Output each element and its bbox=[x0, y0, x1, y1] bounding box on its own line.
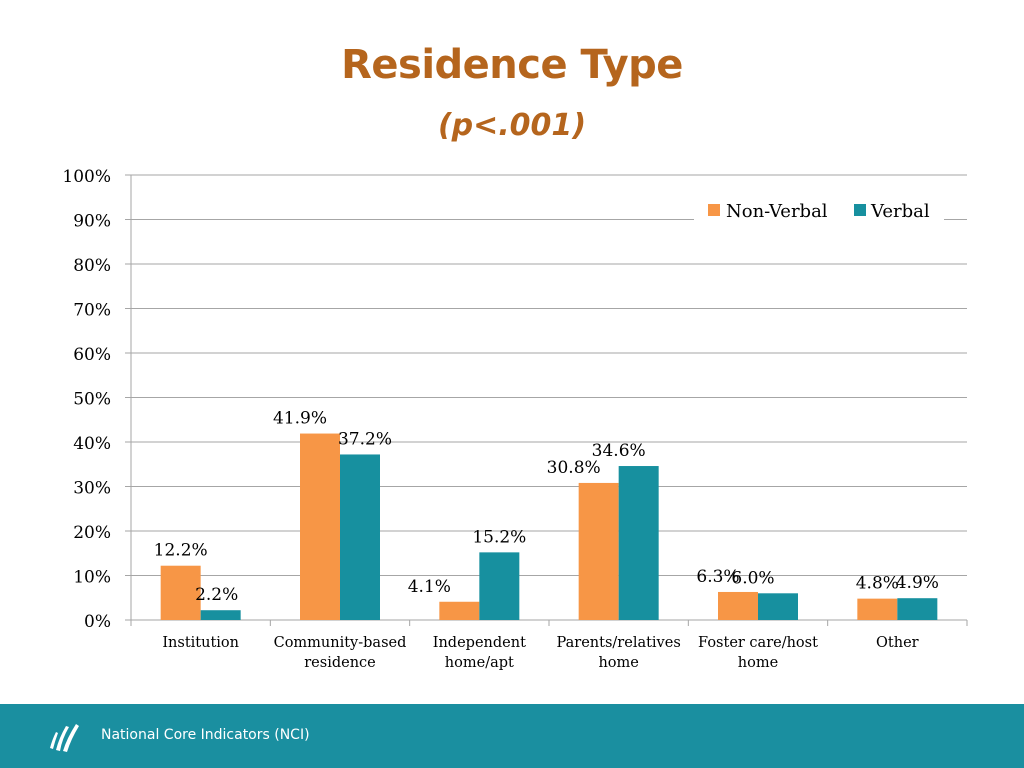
y-tick-label: 0% bbox=[84, 612, 111, 632]
legend-box bbox=[694, 196, 944, 226]
bar-verbal bbox=[618, 466, 659, 620]
x-category-label: home/apt bbox=[445, 655, 514, 671]
nci-logo-icon bbox=[50, 724, 79, 752]
bar-chart: 0% 10% 20% 30% 40% 50% 60% 70% 80% 90% 100% 12.2% 41… bbox=[62, 167, 968, 671]
bar-verbal bbox=[340, 454, 380, 620]
data-label: 15.2% bbox=[472, 527, 526, 547]
data-label: 30.8% bbox=[547, 458, 601, 478]
y-tick-label: 90% bbox=[73, 212, 111, 232]
bar-verbal bbox=[479, 552, 520, 620]
y-tick-label: 100% bbox=[62, 167, 111, 187]
legend-label: Non-Verbal bbox=[726, 201, 828, 222]
y-tick-label: 80% bbox=[73, 256, 111, 276]
y-tick-label: 50% bbox=[73, 390, 111, 410]
footer-bar: National Core Indicators (NCI) bbox=[0, 704, 1024, 768]
legend-swatch bbox=[708, 204, 720, 216]
bar-non-verbal bbox=[718, 591, 758, 620]
data-label: 12.2% bbox=[154, 541, 208, 561]
data-label: 4.9% bbox=[896, 573, 939, 593]
y-tick-label: 30% bbox=[73, 479, 111, 499]
x-category-label: home bbox=[738, 655, 778, 671]
y-tick-label: 10% bbox=[73, 568, 111, 588]
x-category-label: Parents/relatives bbox=[557, 635, 681, 651]
data-label: 4.8% bbox=[856, 574, 899, 594]
data-label: 4.1% bbox=[408, 577, 451, 597]
x-category-label: Institution bbox=[162, 635, 239, 651]
data-label: 6.3% bbox=[696, 567, 739, 587]
x-category-label: home bbox=[598, 655, 638, 671]
bar-non-verbal bbox=[300, 433, 340, 620]
p-value-text: p<.001 bbox=[451, 108, 573, 143]
data-label: 41.9% bbox=[273, 409, 327, 429]
bar-non-verbal bbox=[160, 565, 201, 620]
chart-subtitle: (p<.001) bbox=[437, 108, 587, 143]
data-label: 2.2% bbox=[195, 585, 238, 605]
y-tick-label: 40% bbox=[73, 434, 111, 454]
bar-non-verbal bbox=[578, 482, 619, 620]
bar-verbal bbox=[758, 593, 798, 620]
footer-text: National Core Indicators (NCI) bbox=[101, 727, 310, 743]
y-tick-label: 60% bbox=[73, 345, 111, 365]
y-tick-label: 20% bbox=[73, 523, 111, 543]
legend-label: Verbal bbox=[870, 201, 930, 222]
x-category-label: Community-based bbox=[274, 635, 407, 651]
chart-title: Residence Type bbox=[341, 42, 683, 88]
bar-verbal bbox=[200, 610, 241, 620]
bar-non-verbal bbox=[857, 598, 898, 620]
legend-swatch bbox=[854, 204, 866, 216]
data-label: 6.0% bbox=[731, 568, 774, 588]
y-tick-label: 70% bbox=[73, 301, 111, 321]
x-category-label: Foster care/host bbox=[698, 635, 818, 651]
bar-non-verbal bbox=[439, 601, 480, 620]
data-label: 37.2% bbox=[338, 429, 392, 449]
bar-verbal bbox=[897, 598, 938, 620]
x-category-label: Other bbox=[876, 635, 919, 651]
x-category-label: residence bbox=[304, 655, 376, 671]
x-category-label: Independent bbox=[433, 635, 526, 651]
data-label: 34.6% bbox=[592, 441, 646, 461]
